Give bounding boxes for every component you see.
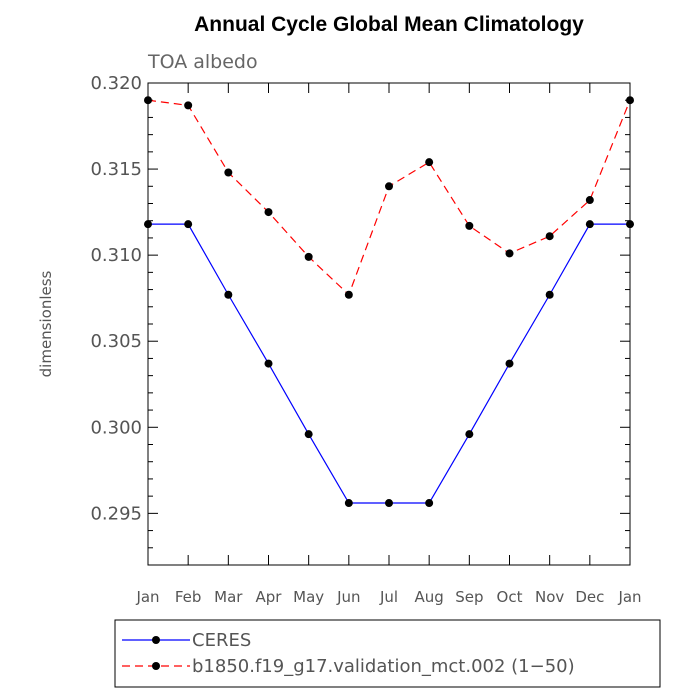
- y-axis-label: dimensionless: [37, 270, 55, 377]
- series-1-point: [344, 290, 353, 299]
- series-1-point: [545, 232, 554, 241]
- series-0-point: [224, 290, 233, 299]
- series-0-point: [385, 499, 393, 508]
- series-0-point: [585, 220, 594, 229]
- legend-box: [114, 619, 661, 688]
- x-tick-label: May: [293, 588, 324, 606]
- x-tick-label: Sep: [455, 588, 483, 606]
- series-0-point: [465, 430, 474, 439]
- x-tick-label: Apr: [256, 588, 283, 606]
- series-1-point: [585, 196, 594, 205]
- legend-marker-1: [152, 662, 160, 670]
- series-0-point: [545, 290, 554, 299]
- series-0-point: [344, 499, 353, 508]
- series-1-point: [184, 101, 193, 110]
- x-tick-label: Oct: [497, 588, 523, 606]
- series-1-point: [144, 96, 152, 105]
- series-1-point: [304, 252, 313, 261]
- legend-label-1: b1850.f19_g17.validation_mct.002 (1−50): [192, 656, 575, 677]
- y-tick-labels: 0.320 0.315 0.310 0.305 0.300 0.295: [90, 73, 142, 524]
- y-tick-label: 0.300: [90, 417, 142, 438]
- x-tick-label: Jun: [336, 588, 360, 606]
- series-1-point: [264, 208, 273, 217]
- series-0-point: [425, 499, 434, 508]
- series-0-point: [505, 359, 514, 368]
- y-tick-label: 0.315: [90, 159, 142, 180]
- series-layer: [144, 96, 634, 508]
- y-tick-label: 0.310: [90, 245, 142, 266]
- series-1-point: [465, 221, 474, 230]
- series-1-point: [505, 249, 514, 258]
- series-0-point: [144, 220, 152, 229]
- legend-label-0: CERES: [192, 630, 251, 651]
- y-tick-label: 0.320: [90, 73, 142, 94]
- x-tick-label: Feb: [175, 588, 202, 606]
- series-0-point: [264, 359, 273, 368]
- x-tick-label: Jan: [617, 588, 641, 606]
- series-0-point: [184, 220, 193, 229]
- chart-subtitle: TOA albedo: [147, 51, 258, 73]
- plot-frame: [147, 82, 631, 566]
- x-tick-label: Dec: [575, 588, 604, 606]
- series-0-point: [304, 430, 313, 439]
- x-tick-label: Jan: [135, 588, 159, 606]
- y-tick-label: 0.295: [90, 503, 142, 524]
- x-tick-label: Mar: [214, 588, 243, 606]
- series-1-point: [224, 168, 233, 177]
- axis-ticks: [147, 82, 631, 566]
- series-line-0: [148, 223, 630, 504]
- chart-title: Annual Cycle Global Mean Climatology: [194, 13, 584, 36]
- series-1-point: [626, 96, 634, 105]
- legend-marker-0: [152, 636, 160, 644]
- series-line-1: [147, 99, 631, 296]
- series-1-point: [385, 182, 393, 191]
- x-tick-label: Jul: [379, 588, 398, 606]
- series-0-point: [626, 220, 634, 229]
- series-1-point: [425, 158, 434, 167]
- x-tick-label: Aug: [415, 588, 444, 606]
- x-tick-label: Nov: [535, 588, 564, 606]
- legend: CERES b1850.f19_g17.validation_mct.002 (1…: [122, 630, 575, 677]
- x-tick-labels: Jan Feb Mar Apr May Jun Jul Aug Sep Oct Nov Dec Jan: [135, 588, 641, 606]
- y-tick-label: 0.305: [90, 331, 142, 352]
